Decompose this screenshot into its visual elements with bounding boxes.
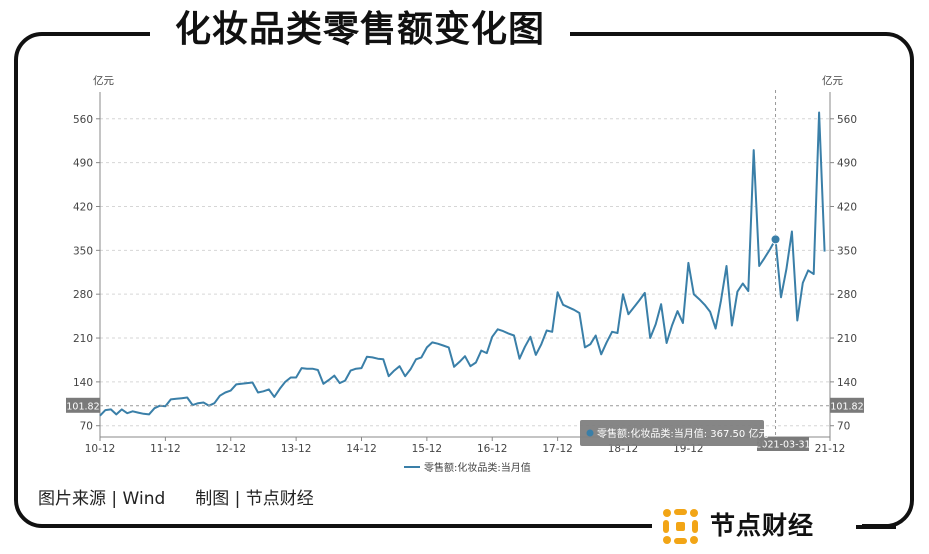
x-tick-label: 14-12 <box>346 443 377 455</box>
x-tick-label: 21-12 <box>815 443 846 455</box>
tooltip-text: 零售额:化妆品类:当月值: 367.50 亿元 <box>597 427 768 440</box>
y-unit-label-left: 亿元 <box>93 74 114 87</box>
frame-bottom-tail <box>856 525 896 529</box>
y-tick-label-left: 140 <box>73 377 93 389</box>
y-tick-label-left: 70 <box>80 421 93 433</box>
series-line <box>99 111 826 417</box>
x-tick-label: 11-12 <box>150 443 181 455</box>
highlight-point <box>770 234 781 245</box>
tooltip-box <box>580 420 764 446</box>
y-tick-label-left: 420 <box>73 201 93 213</box>
brand-name: 节点财经 <box>710 511 815 540</box>
x-tick-label: 16-12 <box>477 443 508 455</box>
crosshair-value-label-left: 101.82 <box>66 401 99 412</box>
made-by-text: 制图 | 节点财经 <box>195 489 314 509</box>
tooltip-marker <box>586 429 594 437</box>
legend-label: 零售额:化妆品类:当月值 <box>424 461 531 474</box>
x-tick-label: 10-12 <box>85 443 116 455</box>
crosshair-value-label-right: 101.82 <box>830 401 863 412</box>
x-tick-label: 13-12 <box>281 443 312 455</box>
y-tick-label-right: 210 <box>837 333 857 345</box>
brand-background <box>652 506 862 546</box>
y-tick-label-right: 70 <box>837 421 850 433</box>
y-tick-label-left: 350 <box>73 245 93 257</box>
x-tick-label: 15-12 <box>412 443 443 455</box>
y-tick-label-right: 140 <box>837 377 857 389</box>
crosshair-date-label: 2021-03-31 <box>755 440 810 451</box>
y-tick-label-left: 490 <box>73 158 93 170</box>
crosshair-date-label-bg <box>757 437 809 451</box>
x-tick-label: 12-12 <box>215 443 246 455</box>
y-tick-label-left: 280 <box>73 289 93 301</box>
source-text: 图片来源 | Wind <box>38 489 166 509</box>
y-unit-label-right: 亿元 <box>822 74 843 87</box>
crosshair-value-label-left-bg <box>66 397 100 413</box>
y-tick-label-right: 490 <box>837 158 857 170</box>
y-tick-label-right: 350 <box>837 245 857 257</box>
x-tick-label: 17-12 <box>542 443 573 455</box>
y-tick-label-right: 280 <box>837 289 857 301</box>
y-tick-label-left: 560 <box>73 114 93 126</box>
y-tick-label-right: 560 <box>837 114 857 126</box>
y-tick-label-right: 420 <box>837 201 857 213</box>
crosshair-value-label-right-bg <box>830 397 864 413</box>
page-title: 化妆品类零售额变化图 <box>150 6 570 54</box>
footer-credits: 图片来源 | Wind 制图 | 节点财经 <box>38 484 314 509</box>
y-tick-label-left: 210 <box>73 333 93 345</box>
brand-logo-icon <box>663 509 698 544</box>
